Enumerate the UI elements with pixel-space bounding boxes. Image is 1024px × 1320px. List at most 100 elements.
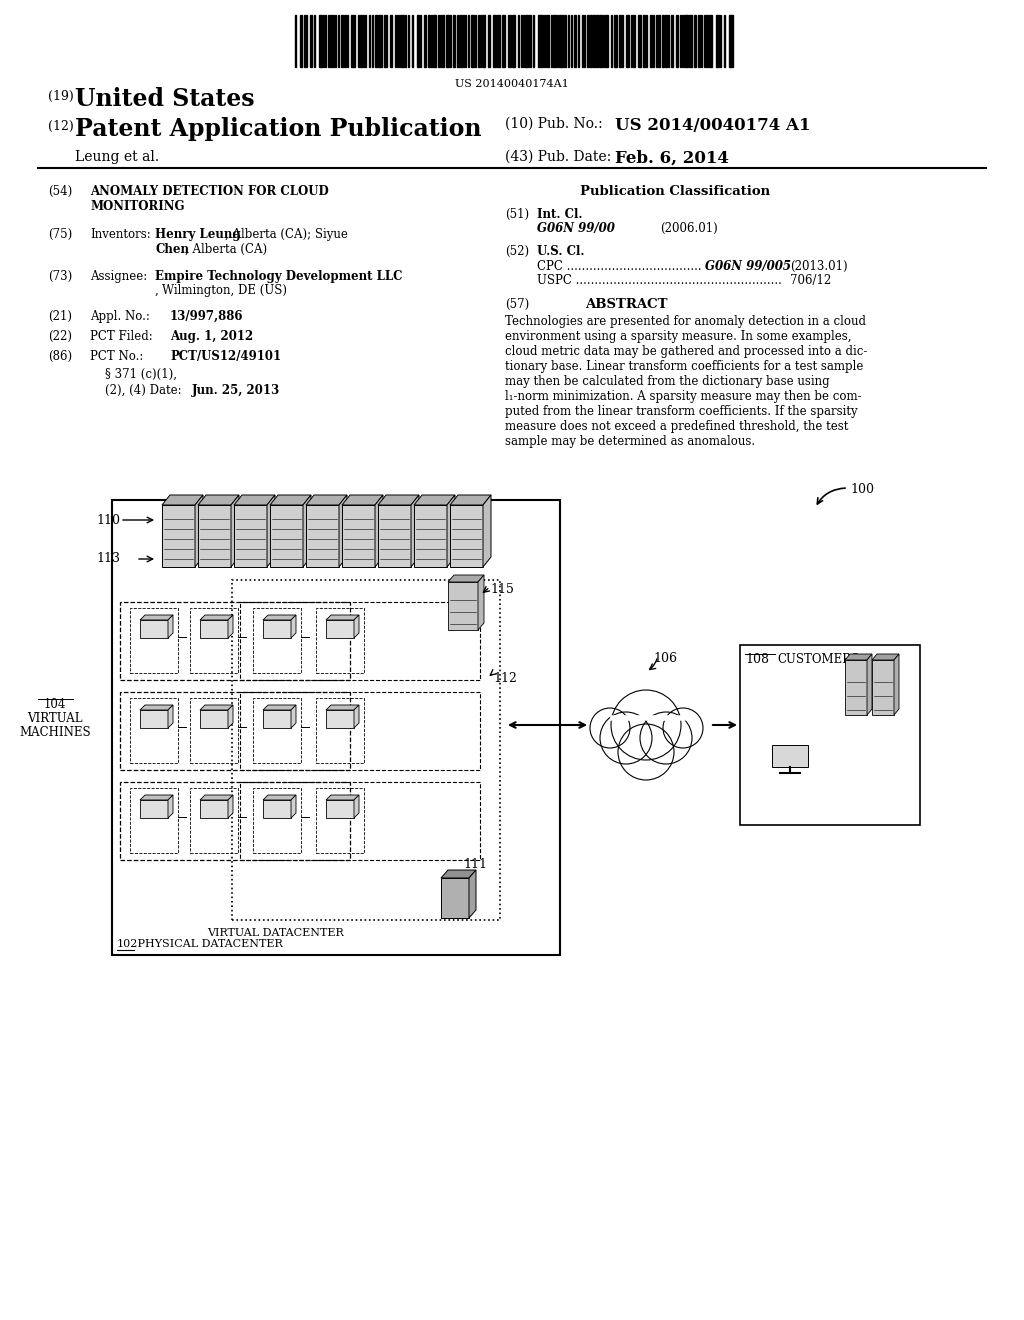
Bar	[140, 710, 168, 729]
Bar	[446, 15, 449, 67]
Polygon shape	[291, 615, 296, 638]
Text: 113: 113	[96, 553, 120, 565]
Bar	[618, 15, 621, 67]
Bar	[375, 15, 377, 67]
Bar	[240, 781, 480, 861]
Polygon shape	[198, 495, 239, 506]
Circle shape	[611, 690, 681, 760]
Bar	[529, 15, 531, 67]
Bar	[587, 15, 589, 67]
Polygon shape	[263, 795, 296, 800]
Text: Leung et al.: Leung et al.	[75, 150, 159, 164]
Bar	[112, 500, 560, 954]
Polygon shape	[845, 653, 872, 660]
Bar	[442, 15, 444, 67]
Polygon shape	[867, 653, 872, 715]
Bar	[342, 506, 375, 568]
Bar	[341, 15, 343, 67]
Bar	[263, 710, 291, 729]
Polygon shape	[411, 495, 419, 568]
Bar	[729, 15, 733, 67]
Text: § 371 (c)(1),: § 371 (c)(1),	[105, 368, 177, 381]
Circle shape	[590, 708, 630, 748]
Text: , Alberta (CA); Siyue: , Alberta (CA); Siyue	[225, 228, 348, 242]
Bar	[626, 15, 629, 67]
Text: (2), (4) Date:: (2), (4) Date:	[105, 384, 181, 397]
Polygon shape	[162, 495, 203, 506]
Text: Empire Technology Development LLC: Empire Technology Development LLC	[155, 271, 402, 282]
Text: Jun. 25, 2013: Jun. 25, 2013	[193, 384, 281, 397]
Text: United States: United States	[75, 87, 255, 111]
Text: Appl. No.:: Appl. No.:	[90, 310, 150, 323]
Bar	[547, 15, 549, 67]
Bar	[310, 15, 312, 67]
Bar	[716, 15, 719, 67]
Bar	[360, 15, 362, 67]
Bar	[316, 609, 364, 673]
Text: (21): (21)	[48, 310, 72, 323]
Bar	[772, 744, 808, 767]
Bar	[401, 15, 404, 67]
Text: ,: ,	[155, 284, 159, 297]
Bar	[482, 15, 485, 67]
Bar	[502, 15, 505, 67]
Bar	[662, 15, 664, 67]
Bar	[596, 15, 598, 67]
Text: 108: 108	[745, 653, 769, 667]
Bar	[574, 15, 575, 67]
Polygon shape	[200, 795, 233, 800]
Text: MONITORING: MONITORING	[90, 201, 184, 213]
Text: (19): (19)	[48, 90, 74, 103]
Bar	[694, 15, 696, 67]
Bar	[240, 692, 480, 770]
Bar	[614, 15, 617, 67]
Bar	[120, 692, 350, 770]
Polygon shape	[326, 615, 359, 620]
Polygon shape	[342, 495, 383, 506]
Polygon shape	[263, 705, 296, 710]
Bar	[300, 15, 302, 67]
Text: (2006.01): (2006.01)	[660, 222, 718, 235]
Polygon shape	[291, 705, 296, 729]
Bar	[441, 878, 469, 917]
Polygon shape	[291, 795, 296, 818]
Text: (73): (73)	[48, 271, 73, 282]
Bar	[234, 506, 267, 568]
Bar	[709, 15, 712, 67]
Bar	[671, 15, 673, 67]
Bar	[316, 788, 364, 853]
Bar	[190, 788, 238, 853]
Bar	[140, 620, 168, 638]
Bar	[326, 620, 354, 638]
Bar	[493, 15, 496, 67]
Polygon shape	[354, 615, 359, 638]
Text: 111: 111	[463, 858, 487, 871]
Text: 706/12: 706/12	[790, 275, 831, 286]
Text: (75): (75)	[48, 228, 73, 242]
Bar	[424, 15, 426, 67]
Bar	[240, 602, 480, 680]
Polygon shape	[354, 795, 359, 818]
Bar	[253, 698, 301, 763]
Text: VIRTUAL DATACENTER: VIRTUAL DATACENTER	[207, 928, 343, 939]
Bar	[306, 506, 339, 568]
Bar	[559, 15, 563, 67]
Text: Technologies are presented for anomaly detection in a cloud
environment using a : Technologies are presented for anomaly d…	[505, 315, 867, 447]
Text: (12): (12)	[48, 120, 74, 133]
Circle shape	[640, 711, 692, 764]
Polygon shape	[140, 705, 173, 710]
Text: US 2014/0040174 A1: US 2014/0040174 A1	[615, 117, 811, 135]
Text: 110: 110	[96, 513, 120, 527]
Bar	[698, 15, 700, 67]
Text: Assignee:: Assignee:	[90, 271, 147, 282]
Bar	[190, 609, 238, 673]
Bar	[706, 15, 708, 67]
Polygon shape	[234, 495, 275, 506]
Text: Publication Classification: Publication Classification	[580, 185, 770, 198]
Bar	[665, 15, 667, 67]
Text: 115: 115	[490, 583, 514, 597]
Text: Chen: Chen	[155, 243, 189, 256]
Bar	[200, 800, 228, 818]
Text: (2013.01): (2013.01)	[790, 260, 848, 273]
Bar	[120, 602, 350, 680]
